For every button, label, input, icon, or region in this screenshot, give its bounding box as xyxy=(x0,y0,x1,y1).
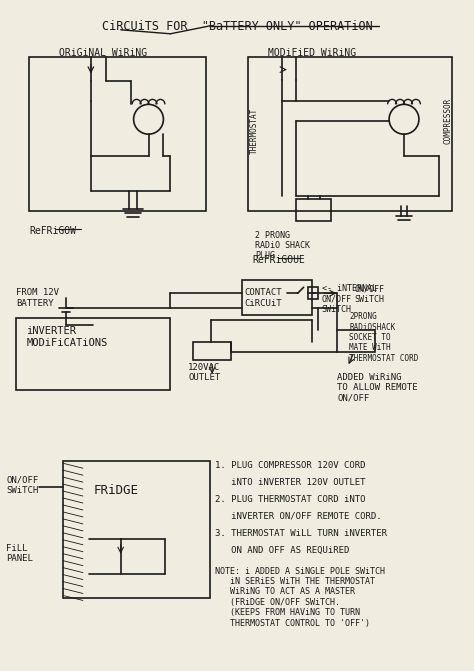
Text: 2. PLUG THERMOSTAT CORD iNTO: 2. PLUG THERMOSTAT CORD iNTO xyxy=(215,495,365,504)
Text: NOTE: i ADDED A SiNGLE POLE SWiTCH
   iN SERiES WiTH THE THERMOSTAT
   WiRiNG TO: NOTE: i ADDED A SiNGLE POLE SWiTCH iN SE… xyxy=(215,566,385,627)
Text: COMPRESSOR: COMPRESSOR xyxy=(443,98,452,144)
Bar xyxy=(242,280,311,315)
Bar xyxy=(248,56,452,211)
Text: iNVERTER ON/OFF REMOTE CORD.: iNVERTER ON/OFF REMOTE CORD. xyxy=(215,512,382,521)
Text: ON/OFF
SWiTCH: ON/OFF SWiTCH xyxy=(6,475,38,495)
Bar xyxy=(308,287,318,299)
Text: FRiDGE: FRiDGE xyxy=(93,484,138,497)
Text: ON/OFF
SWiTCH: ON/OFF SWiTCH xyxy=(354,285,384,304)
Text: ReFRiGOUE: ReFRiGOUE xyxy=(252,256,305,266)
Bar xyxy=(16,318,170,390)
Text: <- iNTERNAL
ON/OFF
SWiTCH: <- iNTERNAL ON/OFF SWiTCH xyxy=(321,285,376,314)
Bar xyxy=(337,330,375,352)
Text: ON AND OFF AS REQUiRED: ON AND OFF AS REQUiRED xyxy=(215,546,349,555)
Text: ADDED WiRiNG
TO ALLOW REMOTE
ON/OFF: ADDED WiRiNG TO ALLOW REMOTE ON/OFF xyxy=(337,373,418,403)
Bar xyxy=(63,461,210,599)
Text: CiRCUiTS FOR  "BaTTERY ONLY" OPERATiON: CiRCUiTS FOR "BaTTERY ONLY" OPERATiON xyxy=(101,20,373,33)
Text: THERMOSTAT: THERMOSTAT xyxy=(249,108,258,154)
Text: ORiGiNAL WiRiNG: ORiGiNAL WiRiNG xyxy=(59,48,147,58)
Text: 2PRONG
RADiOSHACK
SOCKET TO
MATE WiTH
THERMOSTAT CORD: 2PRONG RADiOSHACK SOCKET TO MATE WiTH TH… xyxy=(349,312,419,363)
Text: 120VAC
OUTLET: 120VAC OUTLET xyxy=(188,363,220,382)
Text: ReFRiGOW: ReFRiGOW xyxy=(29,225,76,236)
Text: MODiFiED WiRiNG: MODiFiED WiRiNG xyxy=(268,48,356,58)
Text: 2 PRONG
RADiO SHACK
PLUG: 2 PRONG RADiO SHACK PLUG xyxy=(255,231,310,260)
Text: iNVERTER
MODiFiCATiONS: iNVERTER MODiFiCATiONS xyxy=(26,326,108,348)
Text: CONTACT
CiRCUiT: CONTACT CiRCUiT xyxy=(244,289,282,308)
Text: FROM 12V
BATTERY: FROM 12V BATTERY xyxy=(16,289,59,308)
Bar xyxy=(29,56,206,211)
Text: 1. PLUG COMPRESSOR 120V CORD: 1. PLUG COMPRESSOR 120V CORD xyxy=(215,461,365,470)
Text: iNTO iNVERTER 120V OUTLET: iNTO iNVERTER 120V OUTLET xyxy=(215,478,365,487)
Text: 3. THERMOSTAT WiLL TURN iNVERTER: 3. THERMOSTAT WiLL TURN iNVERTER xyxy=(215,529,387,538)
Bar xyxy=(193,342,231,360)
Text: FiLL
PANEL: FiLL PANEL xyxy=(6,544,33,563)
Bar xyxy=(296,199,331,221)
